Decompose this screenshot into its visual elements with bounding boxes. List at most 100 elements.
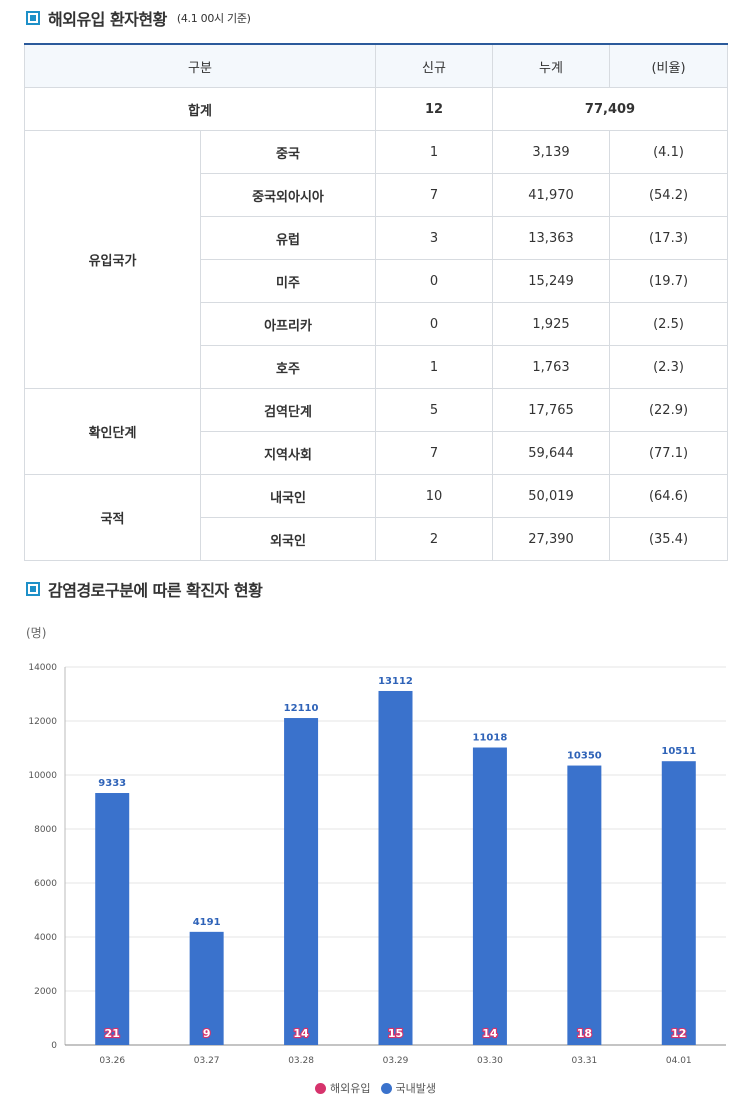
row-new: 3	[375, 216, 494, 260]
row-cumulative: 3,139	[492, 130, 611, 174]
row-label: 지역사회	[199, 431, 377, 475]
table-row: 유럽 3 13,363 (17.3)	[25, 216, 729, 260]
row-new: 5	[375, 388, 494, 432]
x-tick-label: 03.30	[477, 1056, 503, 1066]
table-row: 지역사회 7 59,644 (77.1)	[25, 431, 729, 475]
row-label: 내국인	[199, 474, 377, 518]
header-ratio: (비율)	[609, 43, 729, 88]
row-cumulative: 1,763	[492, 345, 611, 389]
row-ratio: (54.2)	[609, 173, 729, 217]
table-row: 국적 내국인 10 50,019 (64.6)	[24, 474, 729, 561]
row-new: 0	[375, 259, 494, 303]
row-new: 0	[375, 302, 494, 346]
row-label: 미주	[199, 259, 377, 303]
x-tick-label: 03.29	[383, 1056, 409, 1066]
overseas-value-label: 15	[388, 1027, 403, 1040]
bar-value-label: 11018	[473, 733, 508, 744]
row-new: 10	[375, 474, 494, 518]
row-label: 중국외아시아	[199, 173, 377, 217]
row-cumulative: 59,644	[492, 431, 611, 475]
row-ratio: (2.5)	[609, 302, 729, 346]
bar-domestic	[95, 793, 130, 1045]
confirmed-cases-bar-chart: 0 2000 4000 6000 8000 10000 12000 14000 9333 21 03…	[28, 663, 726, 1066]
total-cumulative: 77,409	[492, 87, 729, 131]
row-cumulative: 13,363	[492, 216, 611, 260]
y-tick-label: 12000	[28, 717, 57, 727]
overseas-value-label: 12	[671, 1027, 686, 1040]
header-category: 구분	[23, 43, 377, 88]
y-tick-label: 4000	[34, 933, 57, 943]
overseas-value-label: 18	[577, 1027, 592, 1040]
header-new: 신규	[375, 43, 494, 88]
square-bullet-icon	[26, 11, 40, 25]
y-tick-label: 2000	[34, 987, 57, 997]
section-title: 해외유입 환자현황	[48, 10, 167, 29]
overseas-patient-table: 구분 신규 누계 (비율) 합계 12 77,409 유입국가 중국 1 3,139(…	[23, 43, 729, 561]
legend-item-domestic[interactable]: 국내발생	[380, 1080, 436, 1096]
square-bullet-icon	[26, 582, 40, 596]
row-ratio: (17.3)	[609, 216, 729, 260]
row-ratio: (77.1)	[609, 431, 729, 475]
total-row: 합계 12 77,409	[23, 87, 729, 131]
bar-value-label: 10350	[567, 751, 602, 762]
y-tick-label: 14000	[28, 663, 57, 673]
x-tick-label: 03.27	[194, 1056, 220, 1066]
table-row: 외국인 2 27,390 (35.4)	[25, 517, 729, 561]
table-row: 확인단계 검역단계 5 17,765 (22.9)	[24, 388, 729, 475]
row-new: 1	[375, 130, 494, 174]
row-ratio: (35.4)	[609, 517, 729, 561]
legend-item-overseas[interactable]: 해외유입	[315, 1080, 371, 1096]
group-label: 유입국가	[24, 130, 201, 389]
row-cumulative: 50,019	[492, 474, 611, 518]
row-label: 외국인	[199, 517, 377, 561]
table-row: 유입국가 중국 1 3,139 (4.1)	[24, 130, 729, 389]
row-cumulative: 15,249	[492, 259, 611, 303]
section-header-overseas: 해외유입 환자현황 (4.1 00시 기준)	[26, 6, 251, 30]
bar-domestic	[378, 690, 413, 1045]
bar-domestic	[284, 718, 319, 1045]
overseas-value-label: 21	[105, 1027, 120, 1040]
bar-domestic	[189, 931, 224, 1045]
row-new: 7	[375, 173, 494, 217]
y-tick-label: 0	[51, 1041, 57, 1051]
bar-value-label: 10511	[661, 746, 696, 757]
overseas-value-label: 14	[482, 1027, 498, 1040]
row-label: 호주	[199, 345, 377, 389]
table-row: 아프리카 0 1,925 (2.5)	[25, 302, 729, 346]
bar-value-label: 13112	[378, 676, 413, 687]
section-header-route: 감염경로구분에 따른 확진자 현황	[26, 577, 263, 601]
legend-dot-icon	[315, 1082, 327, 1094]
row-ratio: (2.3)	[609, 345, 729, 389]
x-tick-label: 03.31	[571, 1056, 597, 1066]
table-header-row: 구분 신규 누계 (비율)	[23, 43, 729, 88]
row-ratio: (64.6)	[609, 474, 729, 518]
table-row: 미주 0 15,249 (19.7)	[25, 259, 729, 303]
y-tick-label: 6000	[34, 879, 57, 889]
row-label: 검역단계	[199, 388, 377, 432]
legend-label: 국내발생	[395, 1082, 436, 1095]
row-cumulative: 17,765	[492, 388, 611, 432]
row-label: 아프리카	[199, 302, 377, 346]
total-new: 12	[375, 87, 494, 131]
row-ratio: (19.7)	[609, 259, 729, 303]
group-label: 확인단계	[24, 388, 201, 475]
row-ratio: (22.9)	[609, 388, 729, 432]
chart-unit-label: (명)	[26, 626, 47, 640]
bar-domestic	[661, 761, 696, 1045]
overseas-value-label: 9	[203, 1027, 211, 1040]
row-ratio: (4.1)	[609, 130, 729, 174]
legend-dot-icon	[380, 1082, 392, 1094]
table-row: 중국외아시아 7 41,970 (54.2)	[25, 173, 729, 217]
bar-domestic	[472, 747, 507, 1045]
row-label: 유럽	[199, 216, 377, 260]
overseas-value-label: 14	[293, 1027, 309, 1040]
section-subtitle: (4.1 00시 기준)	[176, 12, 251, 25]
row-new: 1	[375, 345, 494, 389]
row-label: 중국	[199, 130, 377, 174]
bar-domestic	[567, 765, 602, 1045]
total-label: 합계	[23, 87, 377, 131]
row-cumulative: 41,970	[492, 173, 611, 217]
row-cumulative: 27,390	[492, 517, 611, 561]
x-tick-label: 03.28	[288, 1056, 314, 1066]
group-label: 국적	[24, 474, 201, 561]
